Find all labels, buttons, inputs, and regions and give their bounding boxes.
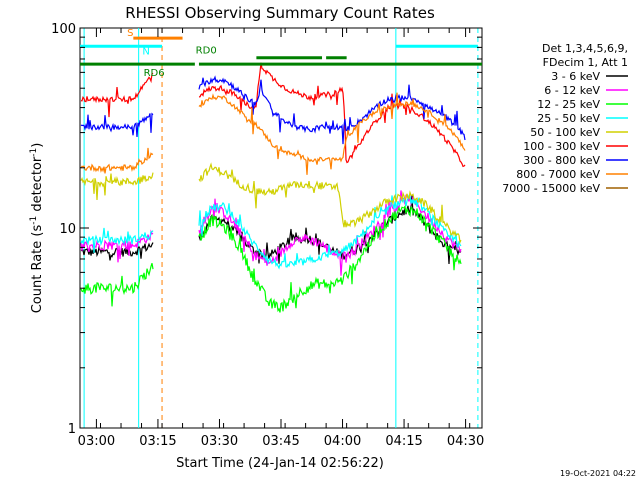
generation-timestamp: 19-Oct-2021 04:22 — [560, 469, 636, 478]
legend-entry-label-8: 7000 - 15000 keV — [502, 182, 600, 195]
state-bar-label-2: RD6 — [144, 68, 165, 79]
x-tick-label-0: 03:00 — [78, 434, 115, 449]
y-tick-label-2: 100 — [51, 22, 76, 37]
legend-entry-label-4: 50 - 100 keV — [530, 126, 600, 139]
y-axis-label: Count Rate (s-1 detector-1) — [29, 143, 45, 314]
series-line-2 — [80, 204, 462, 313]
series-line-4 — [80, 162, 462, 245]
x-tick-label-4: 04:00 — [324, 434, 361, 449]
x-tick-label-5: 04:15 — [385, 434, 422, 449]
series-line-6 — [80, 75, 466, 145]
legend-entry-label-5: 100 - 300 keV — [523, 140, 600, 153]
state-bar-label-0: S — [127, 28, 133, 39]
legend-entry-label-1: 6 - 12 keV — [544, 84, 600, 97]
axes-layer: 1 10 100 03:00 03:15 03:30 03:45 04:00 04:15 04:3… — [51, 22, 484, 449]
y-axis-label-superscript-2: -1 — [29, 148, 39, 157]
x-tick-label-3: 03:45 — [262, 434, 299, 449]
y-axis-label-superscript-1: -1 — [29, 216, 39, 225]
series-line-7 — [80, 92, 466, 175]
series-line-5 — [80, 62, 466, 168]
legend-entry-label-6: 300 - 800 keV — [523, 154, 600, 167]
x-tick-label-1: 03:15 — [139, 434, 176, 449]
legend-entry-label-0: 3 - 6 keV — [551, 70, 600, 83]
legend-entry-label-3: 25 - 50 keV — [537, 112, 600, 125]
y-tick-label-0: 1 — [68, 422, 76, 437]
y-axis-label-end: ) — [30, 143, 45, 148]
state-bar-label-3: RD0 — [196, 46, 217, 57]
legend-entry-label-2: 12 - 25 keV — [537, 98, 600, 111]
y-axis-label-main: Count Rate (s — [30, 225, 45, 314]
x-axis-label: Start Time (24-Jan-14 02:56:22) — [176, 456, 384, 471]
legend-header-1: FDecim 1, Att 1 — [543, 56, 628, 69]
legend: Det 1,3,4,5,6,9,FDecim 1, Att 13 - 6 keV… — [502, 42, 628, 195]
y-tick-label-1: 10 — [59, 222, 76, 237]
state-bars-layer: SN RD6 RD0 — [80, 28, 482, 79]
series-layer — [80, 62, 466, 313]
legend-entry-label-7: 800 - 7000 keV — [516, 168, 600, 181]
state-bar-label-1: N — [142, 46, 149, 57]
legend-header-0: Det 1,3,4,5,6,9, — [542, 42, 628, 55]
series-line-1 — [80, 190, 462, 276]
y-axis-label-middle: detector — [30, 156, 45, 216]
chart-title: RHESSI Observing Summary Count Rates — [125, 4, 435, 22]
x-tick-label-6: 04:30 — [447, 434, 484, 449]
series-line-3 — [80, 194, 462, 270]
x-tick-label-2: 03:30 — [201, 434, 238, 449]
